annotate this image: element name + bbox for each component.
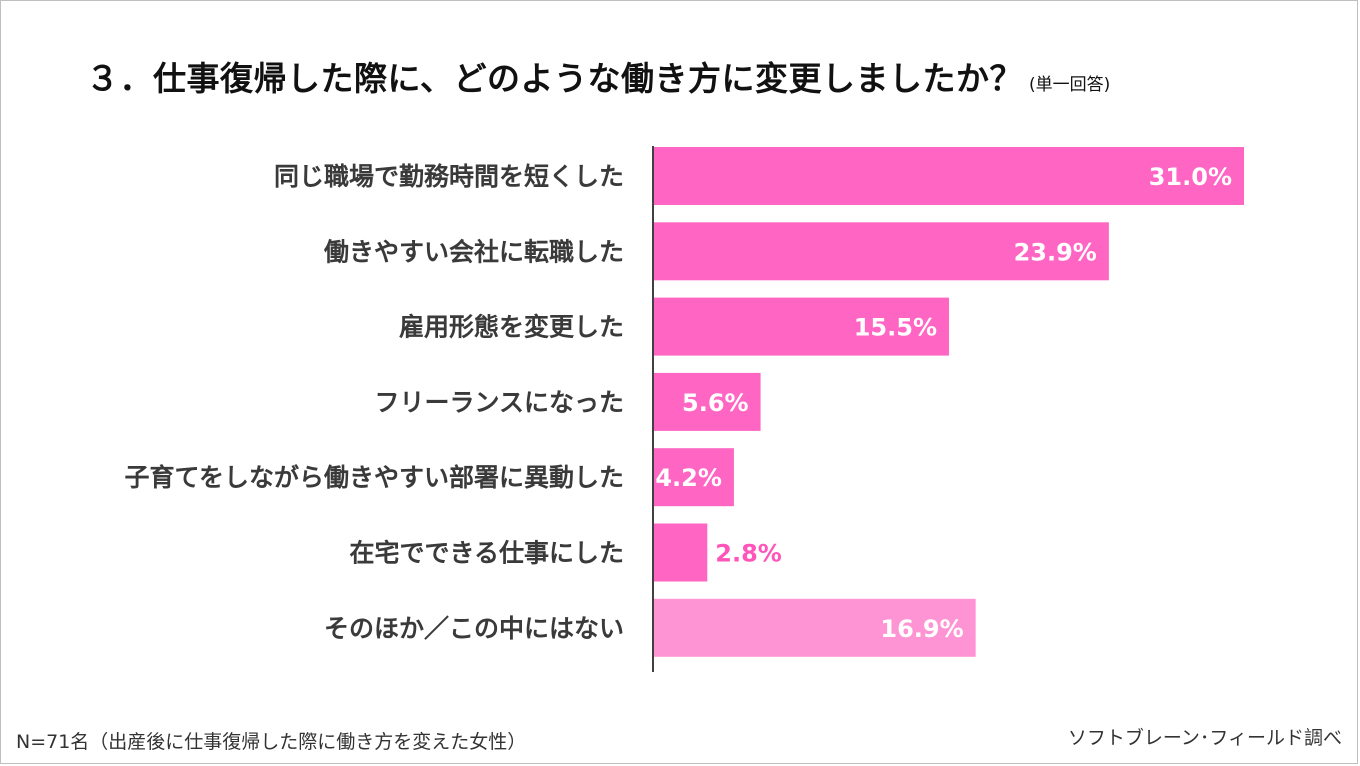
data-label: 31.0% (1149, 163, 1232, 191)
data-label: 23.9% (1014, 238, 1097, 266)
category-label: 子育てをしながら働きやすい部署に異動した (124, 463, 624, 492)
sample-note: N=71名（出産後に仕事復帰した際に働き方を変えた女性） (16, 731, 527, 753)
page-title: ３．仕事復帰した際に、どのような働き方に変更しましたか？ (単一回答) (86, 52, 1110, 100)
title-main: ３．仕事復帰した際に、どのような働き方に変更しましたか？ (86, 59, 1024, 98)
category-label: そのほか／この中にはない (324, 614, 624, 643)
category-label: 働きやすい会社に転職した (323, 237, 624, 266)
data-label: 4.2% (655, 464, 722, 492)
category-label: フリーランスになった (374, 388, 624, 417)
category-label: 雇用形態を変更した (399, 313, 624, 342)
category-label: 在宅でできる仕事にした (349, 539, 624, 568)
bar (654, 372, 761, 431)
title-subtitle: (単一回答) (1029, 75, 1111, 95)
bar (654, 523, 708, 582)
category-label: 同じ職場で勤務時間を短くした (274, 162, 624, 191)
data-label: 16.9% (880, 615, 963, 643)
bar (654, 448, 734, 507)
bar (654, 598, 976, 657)
data-label: 2.8% (715, 540, 782, 568)
source-note: ソフトブレーン･フィールド調べ (1067, 727, 1342, 749)
bar (654, 297, 949, 356)
bar (654, 147, 1244, 205)
bar (654, 222, 1109, 281)
data-label: 5.6% (682, 389, 749, 417)
data-label: 15.5% (854, 314, 937, 342)
